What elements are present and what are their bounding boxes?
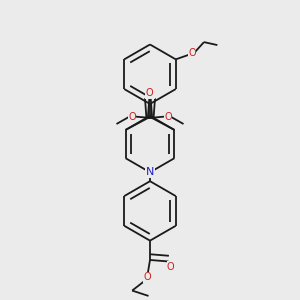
Text: O: O xyxy=(147,88,154,98)
Text: N: N xyxy=(146,167,154,177)
Text: O: O xyxy=(164,112,172,122)
Text: O: O xyxy=(128,112,136,122)
Text: O: O xyxy=(143,272,151,282)
Text: O: O xyxy=(188,48,196,59)
Text: O: O xyxy=(146,88,153,98)
Text: O: O xyxy=(167,262,175,272)
